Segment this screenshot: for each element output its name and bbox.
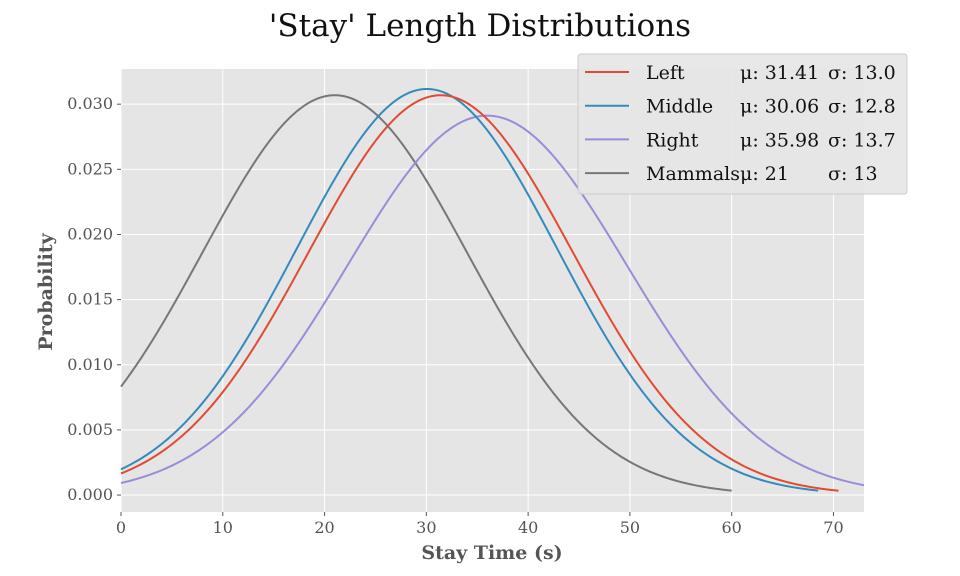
x-tick-label: 30	[416, 518, 436, 537]
x-tick-label: 40	[518, 518, 538, 537]
x-tick-label: 20	[314, 518, 334, 537]
series-lines	[120, 87, 865, 492]
legend-label: Right	[646, 129, 699, 151]
y-axis-label: Probability	[35, 232, 57, 350]
x-axis-ticks: 0 10 20 30 40 50 60 70	[116, 512, 844, 537]
legend-label: Left	[646, 62, 685, 84]
series-line-middle	[120, 87, 819, 492]
series-line-right	[120, 114, 865, 487]
legend-label: Mammals	[646, 163, 740, 185]
legend-label: Middle	[646, 96, 713, 118]
y-tick-label: 0.005	[67, 420, 113, 439]
x-tick-label: 70	[823, 518, 843, 537]
y-tick-label: 0.020	[67, 224, 113, 243]
series-line-left	[120, 94, 839, 492]
x-tick-label: 0	[116, 518, 126, 537]
x-tick-label: 50	[620, 518, 640, 537]
legend-sigma: σ: 12.8	[828, 96, 896, 118]
x-tick-label: 60	[722, 518, 742, 537]
legend-mu: μ: 21	[740, 163, 789, 185]
series-line-mammals	[120, 94, 732, 492]
y-tick-label: 0.030	[67, 94, 113, 113]
y-axis-ticks: 0.000 0.005 0.010 0.015 0.020 0.025 0.030	[67, 94, 121, 504]
legend-sigma: σ: 13	[828, 163, 878, 185]
legend-sigma: σ: 13.0	[828, 62, 896, 84]
x-tick-label: 10	[213, 518, 233, 537]
legend-sigma: σ: 13.7	[828, 129, 896, 151]
legend-mu: μ: 31.41	[740, 62, 819, 84]
chart-title: 'Stay' Length Distributions	[269, 8, 691, 44]
y-tick-label: 0.025	[67, 159, 113, 178]
y-tick-label: 0.000	[67, 485, 113, 504]
y-tick-label: 0.010	[67, 355, 113, 374]
y-tick-label: 0.015	[67, 290, 113, 309]
legend: Left μ: 31.41 σ: 13.0 Middle μ: 30.06 σ: 12.8…	[577, 53, 908, 195]
x-axis-label: Stay Time (s)	[421, 542, 562, 564]
legend-box	[577, 53, 908, 195]
legend-mu: μ: 30.06	[740, 96, 819, 118]
legend-mu: μ: 35.98	[740, 129, 819, 151]
